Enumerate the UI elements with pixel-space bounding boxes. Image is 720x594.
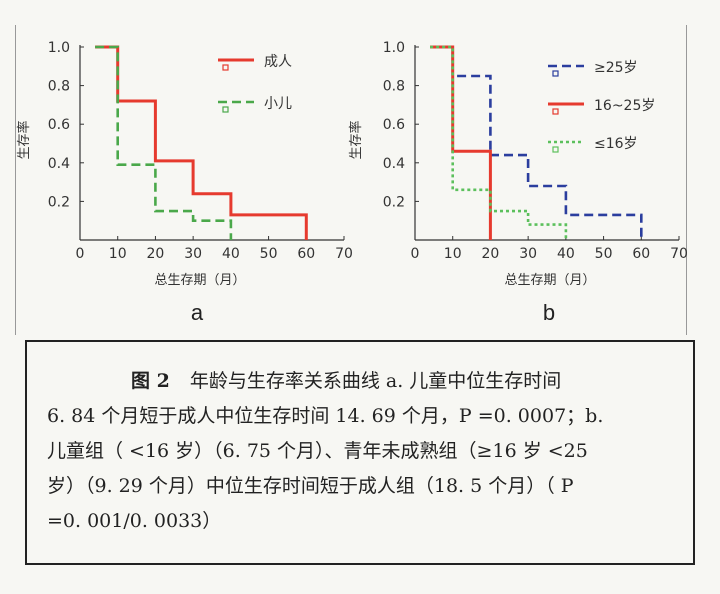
x-tick-label: 0	[76, 246, 85, 262]
x-tick-label: 40	[222, 246, 240, 262]
series-line-0	[430, 45, 643, 240]
panel-label-b: b	[543, 300, 555, 325]
x-tick-label: 60	[297, 246, 315, 262]
legend-marker-0	[552, 70, 559, 77]
legend-marker-2	[552, 146, 559, 153]
legend-marker-1	[552, 108, 559, 115]
caption-lead: 图 2	[131, 370, 170, 392]
caption-line-1: 图 2 年龄与生存率关系曲线 a. 儿童中位生存时间	[47, 364, 673, 399]
legend-label-1: 小儿	[264, 96, 292, 112]
frame-left-line	[15, 25, 16, 335]
caption-line-4: 岁）（9. 29 个月）中位生存时间短于成人组（18. 5 个月）（ P	[47, 475, 574, 497]
y-tick-label: 1.0	[383, 40, 405, 56]
x-tick-label: 10	[109, 246, 127, 262]
x-tick-label: 0	[411, 246, 420, 262]
y-tick-label: 0.2	[383, 194, 405, 210]
x-tick-label: 20	[147, 246, 165, 262]
x-tick-label: 40	[557, 246, 575, 262]
legend-label-0: 成人	[264, 54, 292, 70]
caption-line-3: 儿童组（ <16 岁）（6. 75 个月）、青年未成熟组（≥16 岁 <25	[47, 440, 588, 462]
series-line-2	[430, 45, 568, 240]
caption-text-1: 年龄与生存率关系曲线 a. 儿童中位生存时间	[189, 370, 562, 392]
x-tick-label: 30	[519, 246, 537, 262]
figure-caption: 图 2 年龄与生存率关系曲线 a. 儿童中位生存时间 6. 84 个月短于成人中位…	[25, 340, 695, 565]
y-axis-title: 生存率	[16, 120, 32, 159]
x-tick-label: 60	[632, 246, 650, 262]
x-tick-label: 50	[260, 246, 278, 262]
y-tick-label: 0.4	[48, 156, 70, 172]
x-tick-label: 10	[444, 246, 462, 262]
legend-label-0: ≥25岁	[594, 60, 638, 76]
x-tick-label: 30	[184, 246, 202, 262]
x-axis-title: 总生存期（月）	[154, 273, 245, 288]
x-axis-title: 总生存期（月）	[504, 273, 595, 288]
legend-marker-1	[222, 106, 229, 113]
chart-a: 0 10 20 30 40 50 60 70 0.2 0.4 0.6 0.8 1.0 总生存期（月） 生存率…	[16, 40, 353, 325]
y-tick-label: 0.8	[383, 79, 405, 95]
y-tick-label: 0.2	[48, 194, 70, 210]
caption-line-2: 6. 84 个月短于成人中位生存时间 14. 69 个月，P =0. 0007；…	[47, 405, 604, 427]
y-tick-label: 0.6	[383, 117, 405, 133]
series-line-1	[95, 45, 233, 240]
x-tick-label: 70	[335, 246, 353, 262]
chart-b: 0 10 20 30 40 50 60 70 0.2 0.4 0.6 0.8 1.0 总生存期（月） 生存率…	[348, 40, 688, 325]
y-axis-title: 生存率	[348, 120, 364, 159]
caption-line-5: =0. 001/0. 0033）	[47, 510, 222, 532]
panel-label-a: a	[191, 300, 204, 325]
y-tick-label: 1.0	[48, 40, 70, 56]
y-tick-label: 0.8	[48, 79, 70, 95]
series-line-0	[95, 45, 308, 240]
x-tick-label: 20	[482, 246, 500, 262]
x-tick-label: 50	[595, 246, 613, 262]
x-tick-label: 70	[670, 246, 688, 262]
legend-marker-0	[222, 64, 229, 71]
legend-label-2: ≤16岁	[594, 136, 638, 152]
y-tick-label: 0.6	[48, 117, 70, 133]
frame-right-line	[686, 25, 687, 335]
legend-label-1: 16~25岁	[594, 98, 655, 114]
y-tick-label: 0.4	[383, 156, 405, 172]
